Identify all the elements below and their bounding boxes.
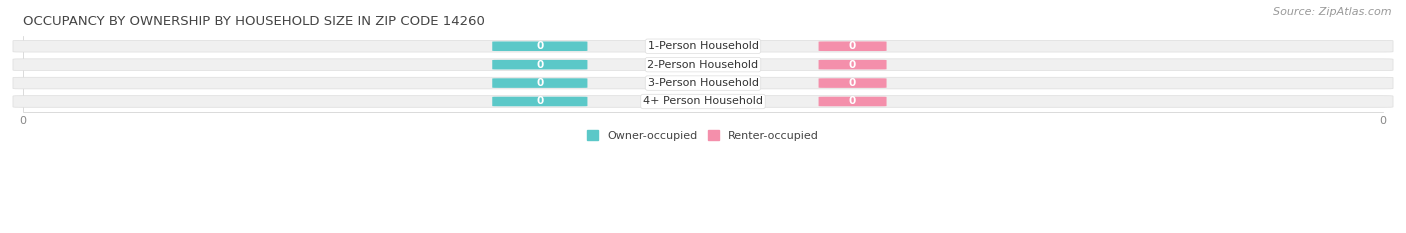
Text: 4+ Person Household: 4+ Person Household [643,96,763,106]
Legend: Owner-occupied, Renter-occupied: Owner-occupied, Renter-occupied [582,126,824,145]
Text: 0: 0 [536,78,544,88]
FancyBboxPatch shape [13,77,1393,89]
Text: 0: 0 [536,60,544,70]
Text: 0: 0 [849,60,856,70]
Text: 0: 0 [849,41,856,51]
FancyBboxPatch shape [13,59,1393,70]
Text: 0: 0 [849,96,856,106]
FancyBboxPatch shape [818,41,887,51]
Text: 3-Person Household: 3-Person Household [648,78,758,88]
Text: 0: 0 [849,78,856,88]
Text: 0: 0 [536,96,544,106]
FancyBboxPatch shape [492,97,588,106]
FancyBboxPatch shape [818,97,887,106]
FancyBboxPatch shape [13,96,1393,107]
FancyBboxPatch shape [492,41,588,51]
Text: Source: ZipAtlas.com: Source: ZipAtlas.com [1274,7,1392,17]
FancyBboxPatch shape [492,78,588,88]
Text: 0: 0 [536,41,544,51]
Text: 1-Person Household: 1-Person Household [648,41,758,51]
Text: 2-Person Household: 2-Person Household [647,60,759,70]
FancyBboxPatch shape [13,41,1393,52]
FancyBboxPatch shape [818,60,887,69]
FancyBboxPatch shape [492,60,588,69]
FancyBboxPatch shape [818,78,887,88]
Text: OCCUPANCY BY OWNERSHIP BY HOUSEHOLD SIZE IN ZIP CODE 14260: OCCUPANCY BY OWNERSHIP BY HOUSEHOLD SIZE… [22,15,485,28]
